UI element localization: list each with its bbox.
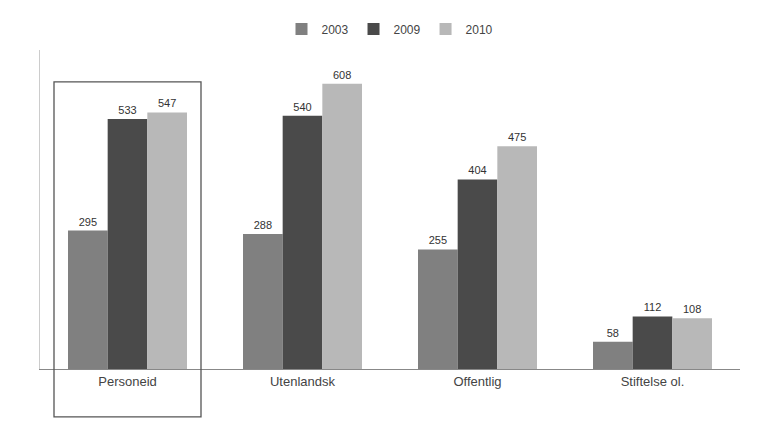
svg-text:404: 404 <box>468 164 486 176</box>
svg-text:Stiftelse ol.: Stiftelse ol. <box>621 374 685 389</box>
svg-text:2003: 2003 <box>322 23 349 37</box>
svg-text:475: 475 <box>508 131 526 143</box>
svg-text:288: 288 <box>254 219 272 231</box>
svg-text:547: 547 <box>158 97 176 109</box>
svg-text:Offentlig: Offentlig <box>453 374 501 389</box>
svg-text:112: 112 <box>644 301 662 313</box>
svg-text:2009: 2009 <box>394 23 421 37</box>
svg-text:Personeid: Personeid <box>98 374 157 389</box>
svg-text:58: 58 <box>607 327 619 339</box>
svg-text:295: 295 <box>79 216 97 228</box>
svg-text:Utenlandsk: Utenlandsk <box>270 374 336 389</box>
svg-text:2010: 2010 <box>466 23 493 37</box>
svg-text:608: 608 <box>333 69 351 81</box>
svg-text:533: 533 <box>118 104 136 116</box>
svg-text:108: 108 <box>683 303 701 315</box>
svg-text:540: 540 <box>293 101 311 113</box>
svg-text:255: 255 <box>429 234 447 246</box>
